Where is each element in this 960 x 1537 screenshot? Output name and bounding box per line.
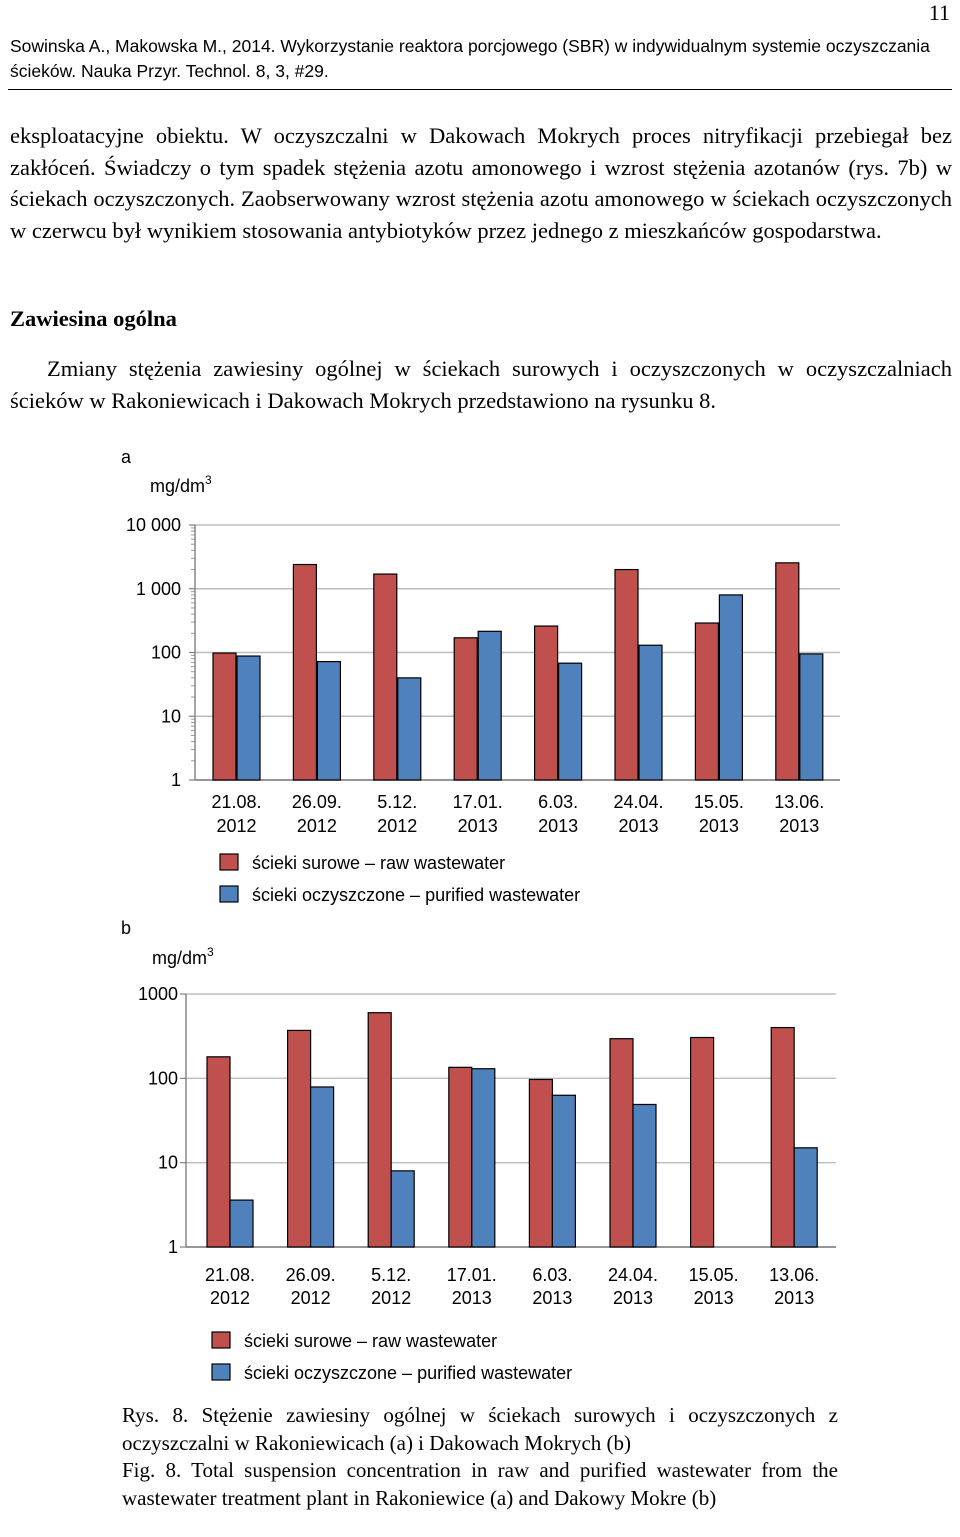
y-tick-label: 10 — [161, 706, 181, 726]
x-tick-label: 6.03. — [538, 792, 578, 812]
bar-purified — [557, 662, 583, 781]
bar-raw — [528, 1078, 554, 1248]
figure-8a-bar-chart: a mg/dm3 1 10 100 1 000 10 000 21.08. 2012 26.09.… — [121, 447, 840, 905]
x-tick-label: 21.08. — [211, 792, 261, 812]
x-tick-label: 15.05. — [694, 792, 744, 812]
y-tick-label: 100 — [151, 643, 181, 663]
x-tick-label: 21.08. — [205, 1265, 255, 1285]
legend-label-purified: ścieki oczyszczone – purified wastewater — [252, 885, 580, 905]
x-tick-label: 13.06. — [769, 1265, 819, 1285]
bar-raw — [609, 1038, 634, 1248]
bar-raw — [533, 625, 559, 781]
x-tick-label: 2013 — [532, 1288, 572, 1308]
bar-raw — [689, 1036, 715, 1248]
bar-raw — [775, 562, 800, 781]
bar-raw — [770, 1026, 795, 1248]
legend-swatch-purified — [219, 885, 239, 903]
y-tick-label: 1 — [171, 770, 181, 790]
legend-swatch-raw — [211, 1331, 231, 1349]
x-tick-label: 2012 — [291, 1288, 331, 1308]
panel-label: b — [121, 918, 131, 938]
bar-purified — [638, 644, 663, 781]
bar-purified — [477, 630, 502, 781]
section-heading: Zawiesina ogólna — [10, 306, 177, 331]
bar-purified — [799, 653, 824, 781]
x-tick-label: 15.05. — [689, 1265, 739, 1285]
legend-label-purified: ścieki oczyszczone – purified wastewater — [244, 1363, 572, 1383]
y-tick-label: 1000 — [138, 984, 178, 1004]
x-tick-label: 2013 — [613, 1288, 653, 1308]
bar-purified — [390, 1170, 415, 1248]
x-tick-label: 26.09. — [292, 792, 342, 812]
x-tick-label: 2013 — [774, 1288, 814, 1308]
x-tick-label: 13.06. — [774, 792, 824, 812]
bar-raw — [212, 652, 237, 781]
page-number: 11 — [928, 0, 950, 25]
bar-raw — [373, 573, 398, 781]
y-axis-label: mg/dm3 — [152, 945, 214, 968]
x-tick-label: 5.12. — [377, 792, 417, 812]
x-tick-label: 2013 — [452, 1288, 492, 1308]
x-tick-label: 24.04. — [608, 1265, 658, 1285]
bar-raw — [367, 1012, 392, 1248]
y-axis-label: mg/dm3 — [150, 473, 212, 496]
bar-raw — [694, 622, 720, 781]
bar-raw — [206, 1056, 231, 1248]
figure-caption-en: Fig. 8. Total suspension concentration i… — [122, 1458, 838, 1510]
legend-swatch-purified — [211, 1363, 231, 1381]
bar-raw — [292, 563, 317, 781]
y-tick-label: 1 000 — [136, 579, 181, 599]
bar-purified — [236, 655, 261, 781]
x-tick-label: 2013 — [779, 816, 819, 836]
figure-8b-bar-chart: b mg/dm3 1 10 100 1000 21.08. 2012 26.09. 2012 5.1… — [121, 918, 836, 1383]
x-tick-label: 2012 — [210, 1288, 250, 1308]
x-tick-label: 6.03. — [532, 1265, 572, 1285]
x-tick-label: 2013 — [699, 816, 739, 836]
bar-purified — [718, 594, 744, 781]
bar-purified — [793, 1147, 818, 1248]
running-header: Sowinska A., Makowska M., 2014. Wykorzys… — [10, 36, 930, 81]
figure-caption-pl: Rys. 8. Stężenie zawiesiny ogólnej w ści… — [122, 1403, 838, 1455]
header-rule — [8, 89, 952, 90]
bar-raw — [453, 637, 478, 781]
bar-purified — [551, 1094, 577, 1248]
x-tick-label: 2012 — [377, 816, 417, 836]
x-tick-label: 2012 — [216, 816, 256, 836]
x-tick-label: 26.09. — [286, 1265, 336, 1285]
bar-purified — [471, 1068, 496, 1248]
body-paragraph: Zmiany stężenia zawiesiny ogólnej w ście… — [10, 356, 952, 413]
bar-purified — [229, 1199, 254, 1248]
bar-raw — [287, 1029, 312, 1248]
y-tick-label: 1 — [168, 1237, 178, 1257]
y-tick-label: 10 — [158, 1153, 178, 1173]
y-tick-label: 100 — [148, 1068, 178, 1088]
body-paragraph: eksploatacyjne obiektu. W oczyszczalni w… — [10, 123, 952, 243]
bar-purified — [397, 677, 422, 781]
legend-label-raw: ścieki surowe – raw wastewater — [244, 1331, 497, 1351]
bar-purified — [310, 1086, 335, 1248]
x-tick-label: 5.12. — [371, 1265, 411, 1285]
legend-label-raw: ścieki surowe – raw wastewater — [252, 853, 505, 873]
bar-purified — [632, 1103, 657, 1248]
y-tick-label: 10 000 — [126, 515, 181, 535]
x-tick-label: 2012 — [371, 1288, 411, 1308]
x-tick-label: 2013 — [618, 816, 658, 836]
x-tick-label: 2013 — [458, 816, 498, 836]
bar-raw — [448, 1066, 473, 1248]
x-tick-label: 2013 — [538, 816, 578, 836]
panel-label: a — [121, 447, 132, 467]
x-tick-label: 17.01. — [453, 792, 503, 812]
x-tick-label: 24.04. — [613, 792, 663, 812]
legend-swatch-raw — [219, 853, 239, 871]
x-tick-label: 17.01. — [447, 1265, 497, 1285]
x-tick-label: 2013 — [694, 1288, 734, 1308]
x-tick-label: 2012 — [297, 816, 337, 836]
bar-purified — [316, 660, 341, 781]
bar-raw — [614, 568, 639, 781]
